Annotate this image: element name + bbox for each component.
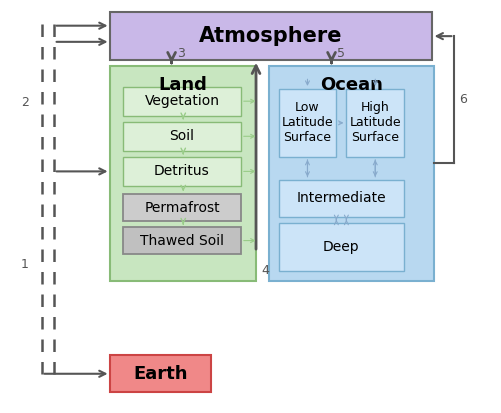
Text: Low
Latitude
Surface: Low Latitude Surface bbox=[281, 101, 333, 145]
Text: Thawed Soil: Thawed Soil bbox=[140, 234, 223, 247]
Text: 3: 3 bbox=[176, 47, 184, 60]
FancyBboxPatch shape bbox=[346, 89, 403, 157]
Text: Intermediate: Intermediate bbox=[296, 191, 385, 205]
Text: Atmosphere: Atmosphere bbox=[199, 26, 342, 46]
Text: Permafrost: Permafrost bbox=[144, 201, 219, 214]
FancyBboxPatch shape bbox=[123, 87, 240, 116]
Text: 1: 1 bbox=[21, 258, 29, 271]
Text: Detritus: Detritus bbox=[154, 164, 209, 178]
Text: Earth: Earth bbox=[133, 365, 187, 383]
Text: Land: Land bbox=[158, 76, 207, 95]
FancyBboxPatch shape bbox=[278, 89, 336, 157]
FancyBboxPatch shape bbox=[123, 122, 240, 151]
Text: High
Latitude
Surface: High Latitude Surface bbox=[349, 101, 400, 145]
FancyBboxPatch shape bbox=[123, 227, 240, 254]
Text: 4: 4 bbox=[261, 264, 269, 277]
Text: Soil: Soil bbox=[169, 129, 194, 143]
FancyBboxPatch shape bbox=[123, 157, 240, 186]
Text: 2: 2 bbox=[21, 96, 29, 109]
Text: Vegetation: Vegetation bbox=[144, 94, 219, 108]
FancyBboxPatch shape bbox=[110, 12, 431, 60]
FancyBboxPatch shape bbox=[123, 194, 240, 221]
FancyBboxPatch shape bbox=[110, 355, 210, 392]
FancyBboxPatch shape bbox=[110, 66, 256, 281]
FancyBboxPatch shape bbox=[278, 223, 403, 271]
FancyBboxPatch shape bbox=[268, 66, 433, 281]
Text: 5: 5 bbox=[336, 47, 344, 60]
Text: Ocean: Ocean bbox=[319, 76, 382, 95]
Text: Deep: Deep bbox=[323, 240, 359, 254]
Text: 6: 6 bbox=[458, 93, 466, 106]
FancyBboxPatch shape bbox=[278, 180, 403, 217]
